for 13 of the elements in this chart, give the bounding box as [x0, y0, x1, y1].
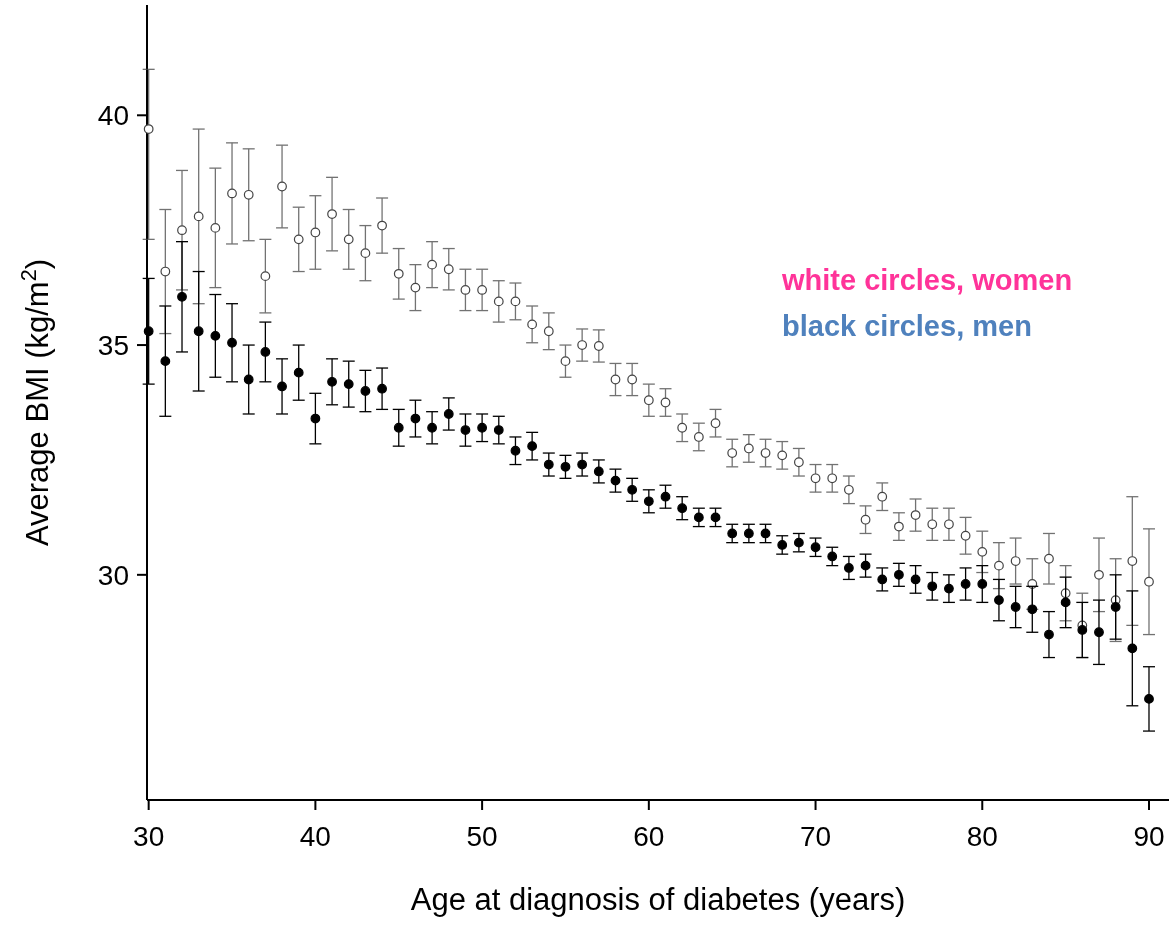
x-tick-label: 70: [799, 821, 832, 852]
annotation: white circles, women: [781, 264, 1073, 296]
x-tick-label: 60: [633, 821, 665, 852]
annotation: black circles, men: [782, 310, 1032, 342]
y-tick-label: 35: [97, 329, 129, 361]
x-axis-title: Age at diagnosis of diabetes (years): [410, 882, 906, 917]
x-tick-label: 40: [299, 821, 331, 852]
y-tick-label: 30: [97, 559, 129, 591]
x-tick-label: 90: [1133, 821, 1165, 852]
x-tick-label: 50: [466, 821, 498, 852]
x-tick-label: 30: [133, 821, 165, 852]
y-tick-label: 40: [97, 100, 129, 132]
x-tick-label: 80: [966, 821, 998, 852]
